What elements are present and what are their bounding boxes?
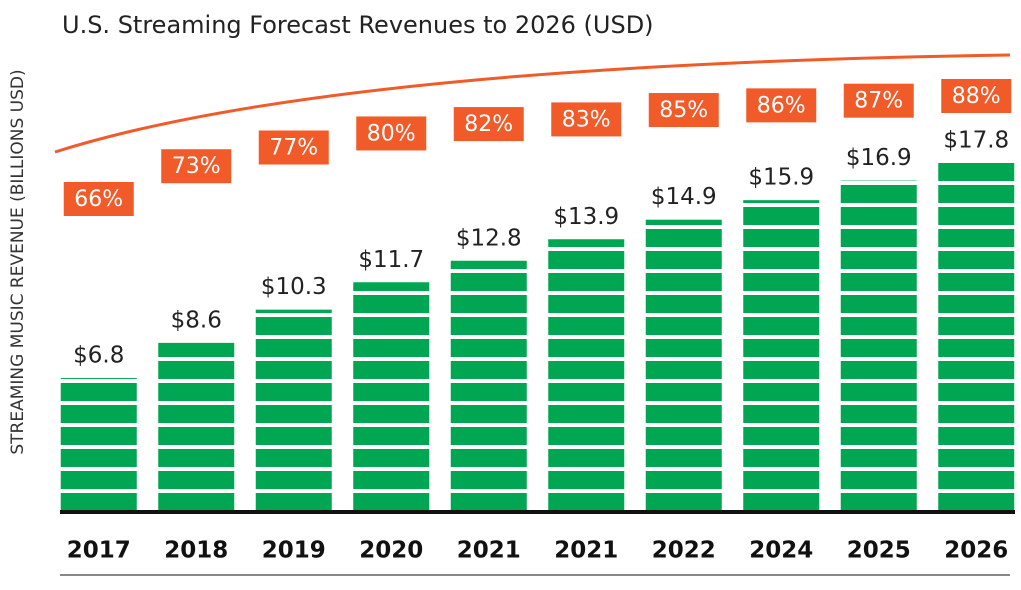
percent-box [258,130,329,165]
x-tick-label: 2020 [359,538,423,564]
x-tick-label: 2021 [554,538,618,564]
percent-label: 85% [659,98,708,123]
bar [450,260,527,511]
percent-box [551,102,622,137]
bar [548,239,625,511]
percent-label: 73% [172,154,221,179]
bar [645,219,722,511]
value-label: $12.8 [456,225,522,251]
percent-box [843,83,914,118]
x-tick-label: 2021 [457,538,521,564]
percent-label: 87% [854,89,903,114]
x-tick-label: 2024 [749,538,813,564]
x-tick-label: 2017 [67,538,131,564]
percent-box [63,182,134,216]
percent-label: 66% [74,187,123,212]
value-label: $13.9 [553,204,619,230]
trend-curve [54,53,1011,154]
percent-label: 86% [757,93,806,118]
x-tick-label: 2019 [262,538,326,564]
bar [255,309,332,511]
value-label: $6.8 [73,343,124,369]
percent-label: 83% [562,107,611,132]
value-label: $11.7 [358,247,424,273]
value-label: $8.6 [171,307,222,333]
percent-box [746,88,817,123]
bar [743,200,820,511]
value-label: $10.3 [261,274,327,300]
bar [353,282,430,511]
x-tick-label: 2022 [652,538,716,564]
y-axis-label: STREAMING MUSIC REVENUE (BILLIONS USD) [8,69,28,454]
bar [60,378,137,511]
percent-label: 82% [464,112,513,137]
value-label: $17.8 [943,128,1009,154]
value-label: $15.9 [748,165,814,191]
value-label: $16.9 [846,145,912,171]
percent-label: 88% [952,84,1001,109]
bar [938,163,1015,511]
percent-box [161,149,232,184]
percent-label: 77% [269,136,318,161]
x-tick-label: 2025 [847,538,911,564]
percent-label: 80% [367,121,416,146]
percent-box [453,107,524,142]
percent-box [356,116,427,151]
bar [158,342,235,511]
value-label: $14.9 [651,184,717,210]
x-tick-label: 2018 [164,538,228,564]
x-tick-label: 2026 [944,538,1008,564]
chart-subtitle: U.S. Streaming Forecast Revenues to 2026… [62,11,654,39]
percent-box [941,79,1012,113]
bar [840,180,917,512]
percent-box [648,93,719,128]
